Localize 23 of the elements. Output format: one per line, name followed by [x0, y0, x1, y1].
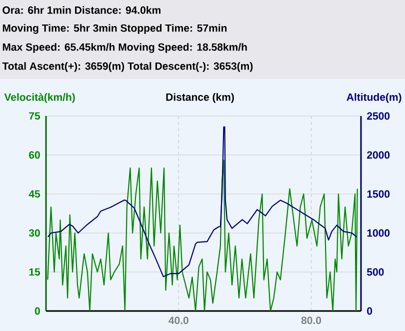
- text: Max Speed: 65.45km/h Moving Speed: 18.58km/h: [2, 43, 247, 53]
- y2-tick-label: 2000: [367, 151, 390, 159]
- y-axis-title: Velocità(km/h): [4, 93, 75, 103]
- y-tick-label: 0: [34, 307, 40, 315]
- y-tick-label: 60: [29, 151, 40, 159]
- text: Total Ascent(+): 3659(m) Total Descent(-): 3653(m): [2, 62, 253, 72]
- x-tick-label: 40.0: [168, 316, 188, 324]
- text: Ora: 6hr 1min Distance: 94.0km: [2, 6, 160, 14]
- y-tick-label: 15: [29, 268, 40, 276]
- text: Moving Time: 5hr 3min Stopped Time: 57min: [2, 24, 227, 34]
- x-tick-label: 80.0: [301, 316, 322, 324]
- y-tick-label: 45: [28, 190, 40, 198]
- y-tick-label: 75: [29, 112, 40, 120]
- line-series: [47, 160, 358, 311]
- y2-tick-label: 1500: [367, 190, 390, 198]
- y2-tick-label: 2500: [367, 112, 390, 120]
- y2-tick-label: 500: [366, 268, 384, 276]
- y-tick-label: 30: [28, 229, 40, 237]
- y2-axis-title: Altitude(m): [346, 93, 402, 103]
- y2-tick-label: 1000: [367, 229, 390, 237]
- y2-tick-label: 0: [367, 307, 372, 315]
- line-series: [47, 126, 358, 278]
- x-axis-title: Distance (km): [166, 93, 234, 103]
